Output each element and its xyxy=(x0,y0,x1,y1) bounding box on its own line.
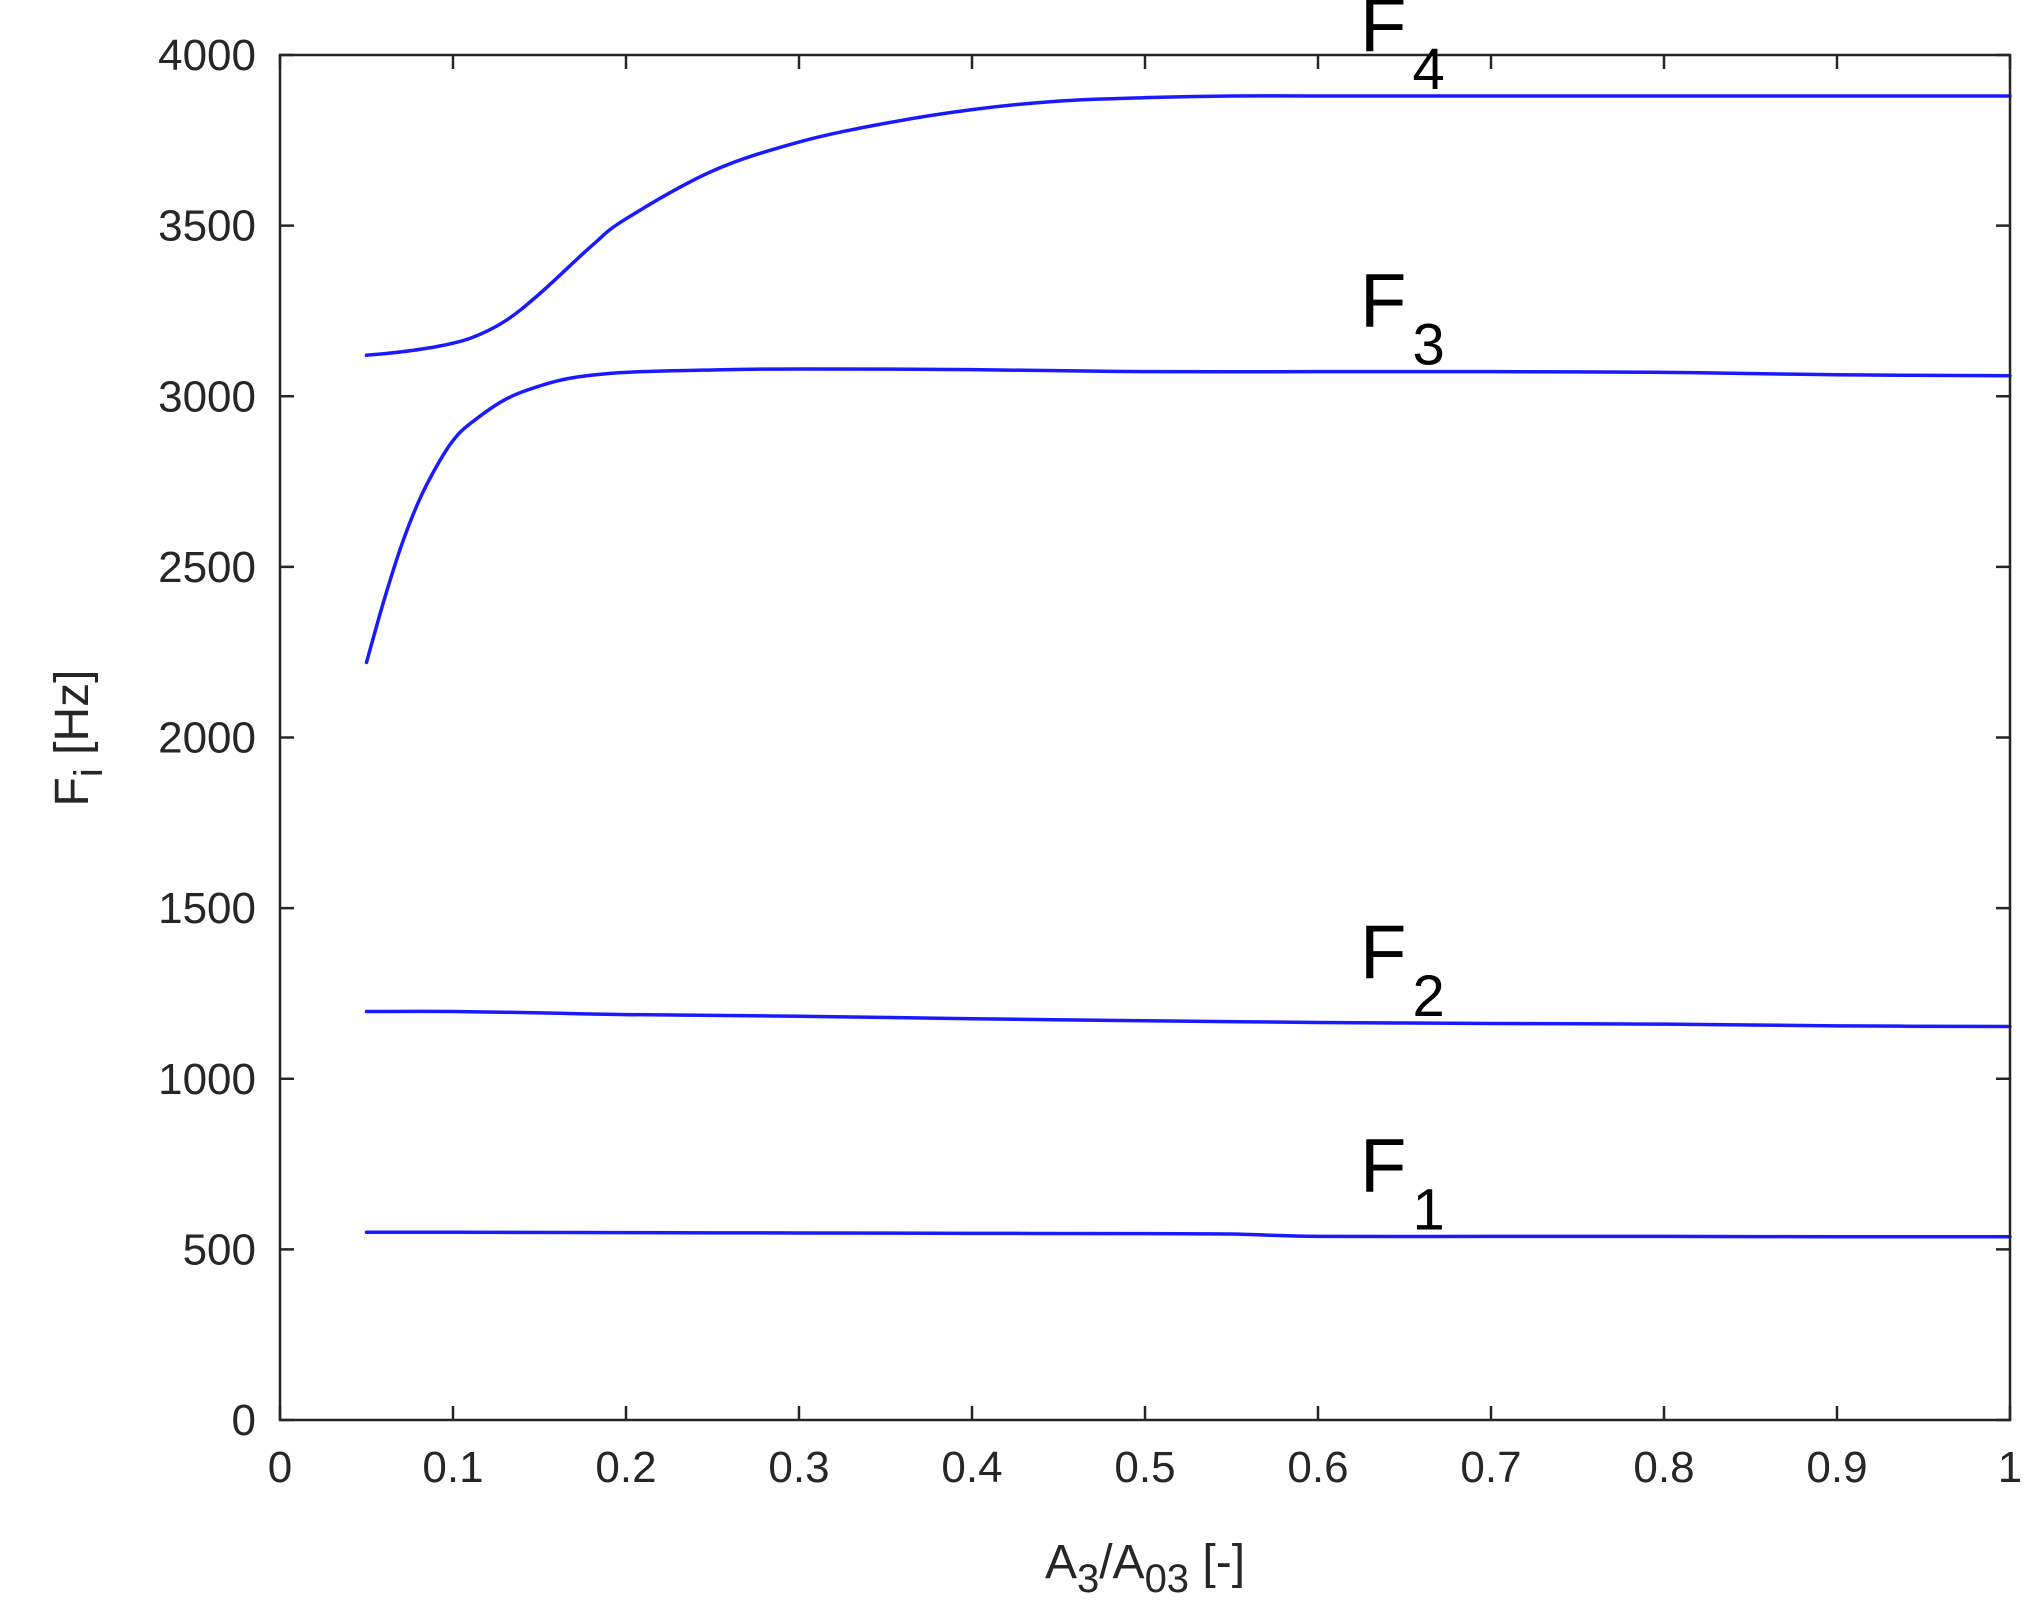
x-axis-label-sub2: 03 xyxy=(1145,1557,1190,1601)
y-tick-label: 3500 xyxy=(158,202,256,251)
y-tick-label: 2000 xyxy=(158,714,256,763)
series-label-sub: 1 xyxy=(1412,1177,1444,1242)
x-axis-label: A3/A03 [-] xyxy=(1045,1536,1245,1601)
series-line-f4 xyxy=(364,94,2012,358)
series-label-f3: F3 xyxy=(1360,259,1445,378)
x-tick-label: 0.8 xyxy=(1633,1443,1694,1492)
series-label-f1: F1 xyxy=(1360,1123,1445,1242)
series-label-sub: 4 xyxy=(1412,37,1444,102)
x-tick-label: 0.9 xyxy=(1806,1443,1867,1492)
y-axis-label-sub: i xyxy=(67,768,111,777)
series-line-f1 xyxy=(364,1230,2012,1239)
y-axis-label: Fi [Hz] xyxy=(46,670,111,807)
series-label-sub: 3 xyxy=(1412,313,1444,378)
x-tick-label: 0.5 xyxy=(1114,1443,1175,1492)
x-tick-label: 1 xyxy=(1998,1443,2022,1492)
x-tick-label: 0.6 xyxy=(1287,1443,1348,1492)
y-tick-label: 3000 xyxy=(158,372,256,421)
series-label-f4: F4 xyxy=(1360,0,1445,102)
y-tick-label: 4000 xyxy=(158,31,256,80)
y-axis-label-tail: [Hz] xyxy=(46,670,99,769)
y-tick-label: 2500 xyxy=(158,543,256,592)
series-label-main: F xyxy=(1360,259,1406,344)
y-tick-label: 500 xyxy=(183,1225,256,1274)
x-axis-label-mid: /A xyxy=(1099,1536,1144,1589)
series-label-f2: F2 xyxy=(1360,910,1445,1029)
series-line-f2 xyxy=(364,1009,2012,1029)
y-tick-label: 1500 xyxy=(158,884,256,933)
x-tick-label: 0.2 xyxy=(595,1443,656,1492)
y-tick-label: 1000 xyxy=(158,1055,256,1104)
series-line-f3 xyxy=(364,367,2012,665)
series-lines xyxy=(364,94,2012,1239)
y-tick-label: 0 xyxy=(232,1396,256,1445)
x-axis-label-tail: [-] xyxy=(1189,1536,1245,1589)
series-label-main: F xyxy=(1360,910,1406,995)
tick-labels: 0 0.1 0.2 0.3 0.4 0.5 0.6 0.7 0.8 0.9 1 0 500 1000 150… xyxy=(158,31,2022,1492)
plot-frame xyxy=(278,53,2012,1422)
y-axis-label-main: F xyxy=(46,777,99,806)
x-axis-label-sub1: 3 xyxy=(1077,1557,1099,1601)
series-label-main: F xyxy=(1360,0,1406,68)
series-label-main: F xyxy=(1360,1123,1406,1208)
x-tick-label: 0 xyxy=(268,1443,292,1492)
x-tick-label: 0.7 xyxy=(1460,1443,1521,1492)
x-tick-label: 0.4 xyxy=(941,1443,1002,1492)
series-label-sub: 2 xyxy=(1412,964,1444,1029)
x-axis-label-main: A xyxy=(1045,1536,1077,1589)
x-tick-label: 0.1 xyxy=(422,1443,483,1492)
x-tick-label: 0.3 xyxy=(768,1443,829,1492)
